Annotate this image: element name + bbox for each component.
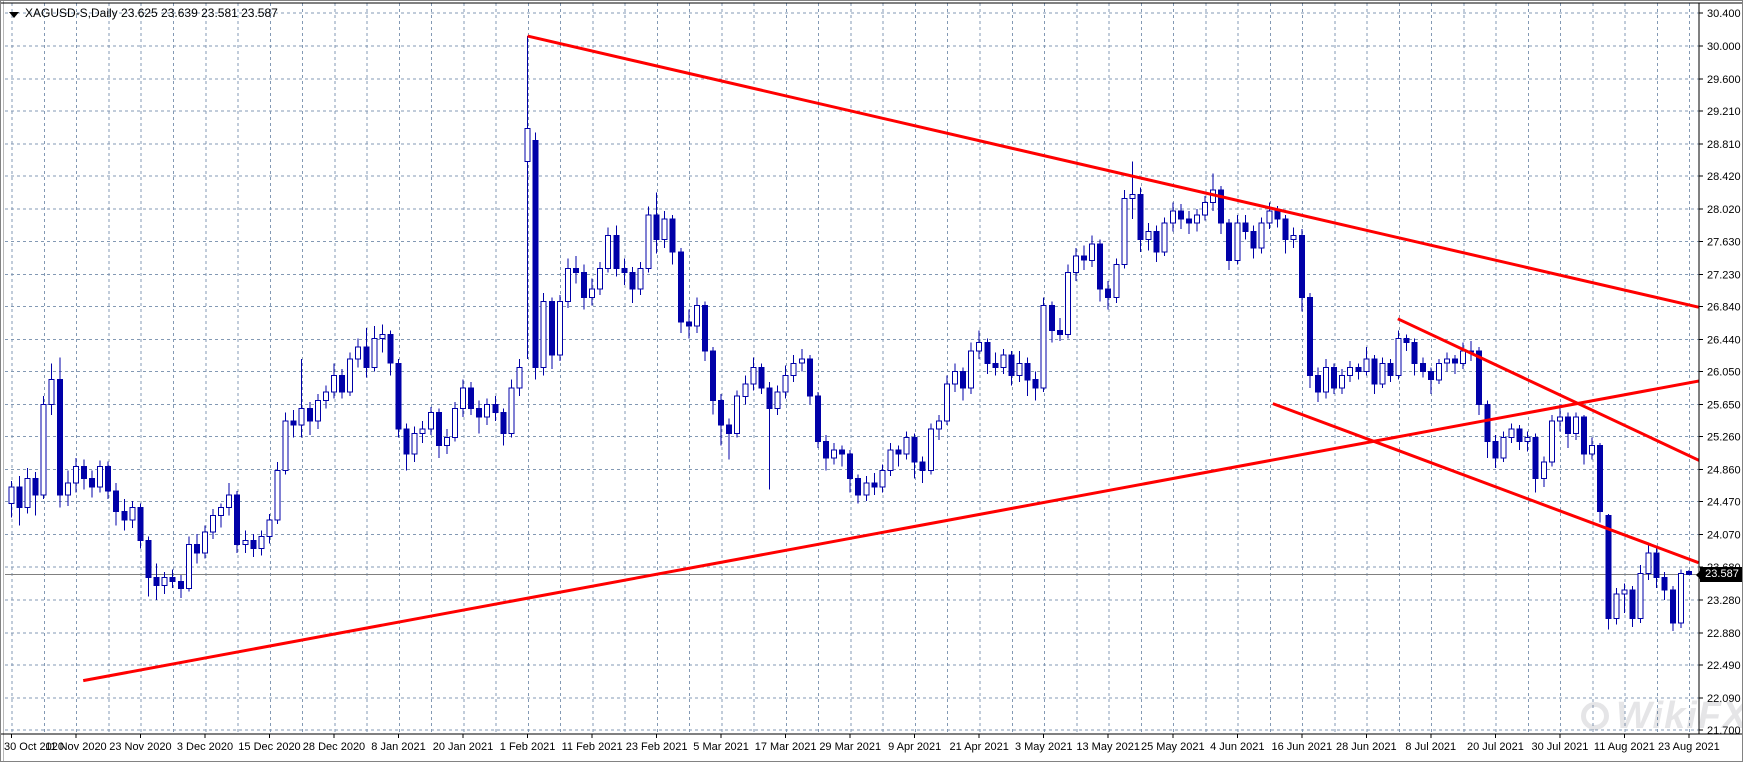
svg-text:28.020: 28.020 <box>1707 204 1741 216</box>
svg-text:25.650: 25.650 <box>1707 400 1741 412</box>
svg-text:11 Feb 2021: 11 Feb 2021 <box>562 741 623 753</box>
svg-text:26.050: 26.050 <box>1707 367 1741 379</box>
svg-text:28 Jun 2021: 28 Jun 2021 <box>1336 741 1397 753</box>
svg-text:30.400: 30.400 <box>1707 8 1741 20</box>
svg-text:13 May 2021: 13 May 2021 <box>1076 741 1140 753</box>
svg-text:25 May 2021: 25 May 2021 <box>1141 741 1205 753</box>
svg-text:22.490: 22.490 <box>1707 660 1741 672</box>
svg-text:4 Jun 2021: 4 Jun 2021 <box>1210 741 1264 753</box>
svg-text:5 Mar 2021: 5 Mar 2021 <box>693 741 749 753</box>
price-axis[interactable]: 30.400 30.000 29.600 29.210 28.810 28.420 28.0… <box>1699 8 1741 737</box>
svg-text:22.090: 22.090 <box>1707 693 1741 705</box>
price-tag: 23.587 <box>1696 567 1742 582</box>
chart-borders <box>1 2 1742 735</box>
svg-text:8 Jan 2021: 8 Jan 2021 <box>371 741 425 753</box>
svg-text:22.880: 22.880 <box>1707 628 1741 640</box>
svg-text:26.840: 26.840 <box>1707 301 1741 313</box>
svg-text:24.860: 24.860 <box>1707 465 1741 477</box>
svg-text:3 May 2021: 3 May 2021 <box>1015 741 1072 753</box>
svg-text:25.260: 25.260 <box>1707 432 1741 444</box>
svg-text:1 Feb 2021: 1 Feb 2021 <box>500 741 556 753</box>
svg-text:16 Jun 2021: 16 Jun 2021 <box>1272 741 1333 753</box>
trendline-descending-channel-lower <box>1272 402 1699 565</box>
svg-text:23 Feb 2021: 23 Feb 2021 <box>626 741 688 753</box>
svg-text:29.210: 29.210 <box>1707 106 1741 118</box>
svg-text:28.420: 28.420 <box>1707 171 1741 183</box>
svg-text:27.230: 27.230 <box>1707 269 1741 281</box>
symbol-dropdown-icon[interactable] <box>9 12 19 18</box>
svg-text:23 Nov 2020: 23 Nov 2020 <box>109 741 171 753</box>
svg-text:30 Jul 2021: 30 Jul 2021 <box>1531 741 1588 753</box>
svg-text:24.070: 24.070 <box>1707 530 1741 542</box>
svg-text:17 Mar 2021: 17 Mar 2021 <box>755 741 817 753</box>
svg-text:9 Apr 2021: 9 Apr 2021 <box>888 741 941 753</box>
svg-text:27.630: 27.630 <box>1707 236 1741 248</box>
svg-text:20 Jul 2021: 20 Jul 2021 <box>1467 741 1524 753</box>
grid-vertical <box>11 3 1691 734</box>
svg-text:11 Aug 2021: 11 Aug 2021 <box>1594 741 1655 753</box>
trendlines[interactable] <box>82 34 1701 683</box>
svg-text:30.000: 30.000 <box>1707 41 1741 53</box>
svg-text:15 Dec 2020: 15 Dec 2020 <box>238 741 300 753</box>
svg-text:8 Jul 2021: 8 Jul 2021 <box>1405 741 1456 753</box>
svg-text:21 Apr 2021: 21 Apr 2021 <box>950 741 1009 753</box>
svg-text:30 Oct 2020: 30 Oct 2020 <box>4 741 64 753</box>
svg-text:26.440: 26.440 <box>1707 334 1741 346</box>
grid-horizontal <box>5 12 1699 731</box>
svg-text:3 Dec 2020: 3 Dec 2020 <box>177 741 233 753</box>
svg-text:23 Aug 2021: 23 Aug 2021 <box>1658 741 1720 753</box>
svg-text:28.810: 28.810 <box>1707 139 1741 151</box>
svg-text:29 Mar 2021: 29 Mar 2021 <box>819 741 881 753</box>
trendline-lower-triangle-support <box>82 379 1699 683</box>
svg-text:24.470: 24.470 <box>1707 497 1741 509</box>
svg-text:11 Nov 2020: 11 Nov 2020 <box>45 741 107 753</box>
svg-text:23.280: 23.280 <box>1707 595 1741 607</box>
trendline-upper-triangle-resistance <box>527 34 1699 309</box>
svg-text:29.600: 29.600 <box>1707 74 1741 86</box>
svg-text:20 Jan 2021: 20 Jan 2021 <box>433 741 494 753</box>
trendline-descending-channel-upper <box>1397 317 1699 463</box>
svg-text:28 Dec 2020: 28 Dec 2020 <box>303 741 365 753</box>
chart-title[interactable]: XAGUSD-S,Daily 23.625 23.639 23.581 23.5… <box>25 6 278 20</box>
svg-text:21.700: 21.700 <box>1707 725 1741 737</box>
candles <box>8 36 1692 632</box>
